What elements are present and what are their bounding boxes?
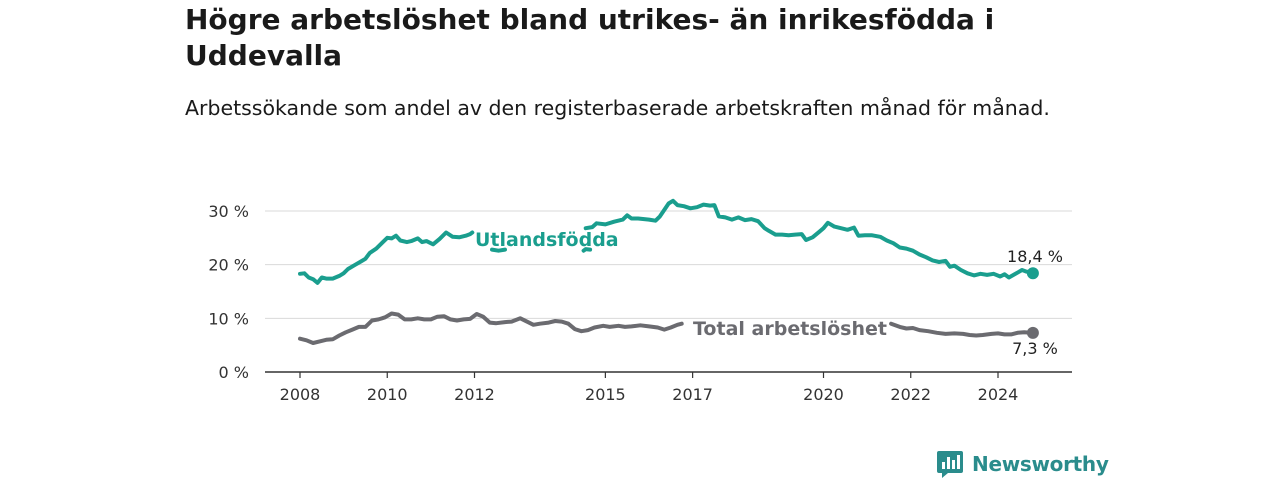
x-tick-label: 2024 — [978, 385, 1019, 404]
newsworthy-chart-logo-icon — [937, 451, 963, 478]
x-tick-label: 2020 — [803, 385, 844, 404]
y-tick-label: 30 % — [208, 202, 249, 221]
brand-logo: Newsworthy — [936, 448, 1109, 480]
y-tick-label: 20 % — [208, 256, 249, 275]
chart-subtitle: Arbetssökande som andel av den registerb… — [185, 96, 1050, 120]
x-tick-label: 2010 — [367, 385, 408, 404]
x-tick-label: 2008 — [280, 385, 321, 404]
brand-name: Newsworthy — [972, 452, 1109, 476]
chart-title: Högre arbetslöshet bland utrikes- än inr… — [185, 3, 995, 72]
series-line-utlandsfodda — [581, 247, 593, 253]
series-label-utlandsfodda: Utlandsfödda — [475, 229, 619, 251]
y-tick-label: 0 % — [219, 363, 249, 382]
x-tick-label: 2022 — [890, 385, 931, 404]
series-line-utlandsfodda — [583, 198, 1035, 280]
x-tick-label: 2017 — [672, 385, 713, 404]
series-line-total — [298, 311, 684, 345]
series-line-utlandsfodda — [490, 247, 507, 253]
end-point-utlandsfodda — [1026, 267, 1039, 280]
x-tick-label: 2015 — [585, 385, 626, 404]
x-tick-label: 2012 — [454, 385, 495, 404]
end-point-total — [1026, 326, 1039, 339]
series-line-total — [889, 321, 1035, 338]
end-label-utlandsfodda: 18,4 % — [1007, 247, 1063, 266]
end-label-total: 7,3 % — [1012, 339, 1058, 358]
series-line-utlandsfodda — [298, 230, 475, 285]
y-tick-label: 10 % — [208, 309, 249, 328]
series-label-total: Total arbetslöshet — [693, 318, 887, 340]
